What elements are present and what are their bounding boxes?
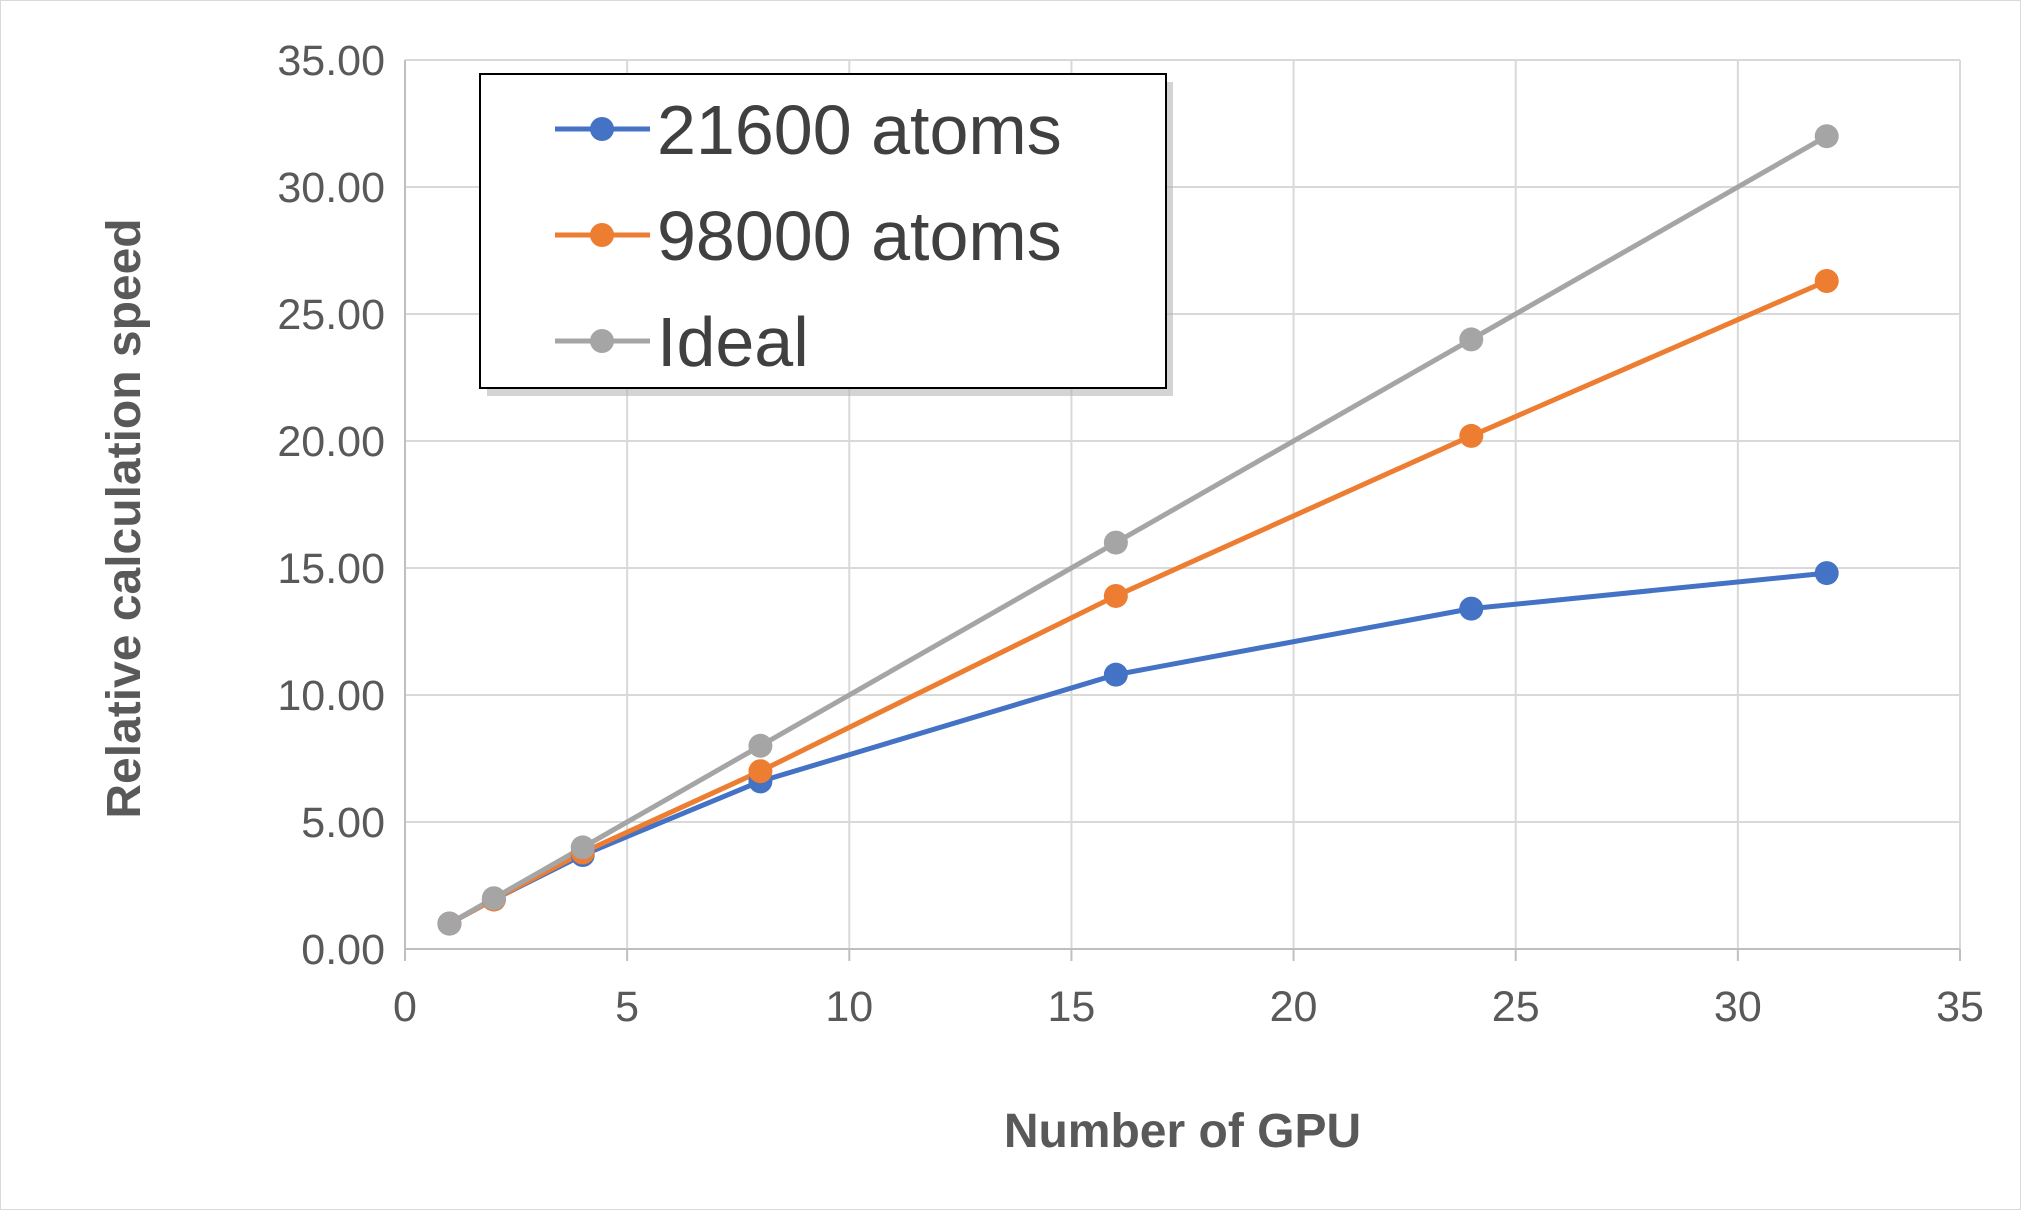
x-tick-label: 0 [393, 983, 417, 1031]
data-point [1103, 530, 1128, 555]
y-tick-label: 10.00 [277, 672, 385, 720]
data-point [570, 835, 595, 860]
x-tick-label: 5 [615, 983, 639, 1031]
y-tick-label: 0.00 [301, 926, 385, 974]
legend-label: Ideal [657, 303, 809, 381]
legend-swatch-marker [590, 223, 614, 247]
y-tick-label: 15.00 [277, 545, 385, 593]
legend-swatch-marker [590, 117, 614, 141]
data-point [1103, 583, 1128, 608]
x-tick-label: 20 [1270, 983, 1318, 1031]
legend-swatch-marker [590, 329, 614, 353]
y-axis-title: Relative calculation speed [98, 218, 151, 818]
data-point [437, 911, 462, 936]
legend-label: 98000 atoms [657, 197, 1062, 275]
tick-labels: 0.00 5.00 10.00 15.00 20.00 25.00 30.00 35.00 0 5… [277, 37, 1984, 1031]
legend-label: 21600 atoms [657, 91, 1062, 169]
x-tick-label: 25 [1492, 983, 1540, 1031]
y-tick-label: 5.00 [301, 799, 385, 847]
data-point [1459, 423, 1484, 448]
y-tick-label: 20.00 [277, 418, 385, 466]
x-axis-title: Number of GPU [1004, 1105, 1361, 1158]
series-lines [437, 124, 1839, 936]
data-point [1814, 124, 1839, 149]
x-tick-label: 10 [825, 983, 873, 1031]
x-tick-label: 30 [1714, 983, 1762, 1031]
y-tick-label: 35.00 [277, 37, 385, 85]
x-tick-label: 35 [1936, 983, 1984, 1031]
y-tick-label: 25.00 [277, 291, 385, 339]
series-line-0 [446, 570, 1830, 927]
data-point [748, 759, 773, 784]
data-point [748, 733, 773, 758]
axes [404, 60, 1961, 961]
y-tick-label: 30.00 [277, 164, 385, 212]
data-point [1814, 268, 1839, 293]
data-point [1103, 662, 1128, 687]
legend: 21600 atoms 98000 atoms Ideal [479, 73, 1173, 396]
data-point [481, 886, 506, 911]
data-point [1814, 561, 1839, 586]
data-point [1459, 596, 1484, 621]
data-point [1459, 327, 1484, 352]
x-tick-label: 15 [1048, 983, 1096, 1031]
